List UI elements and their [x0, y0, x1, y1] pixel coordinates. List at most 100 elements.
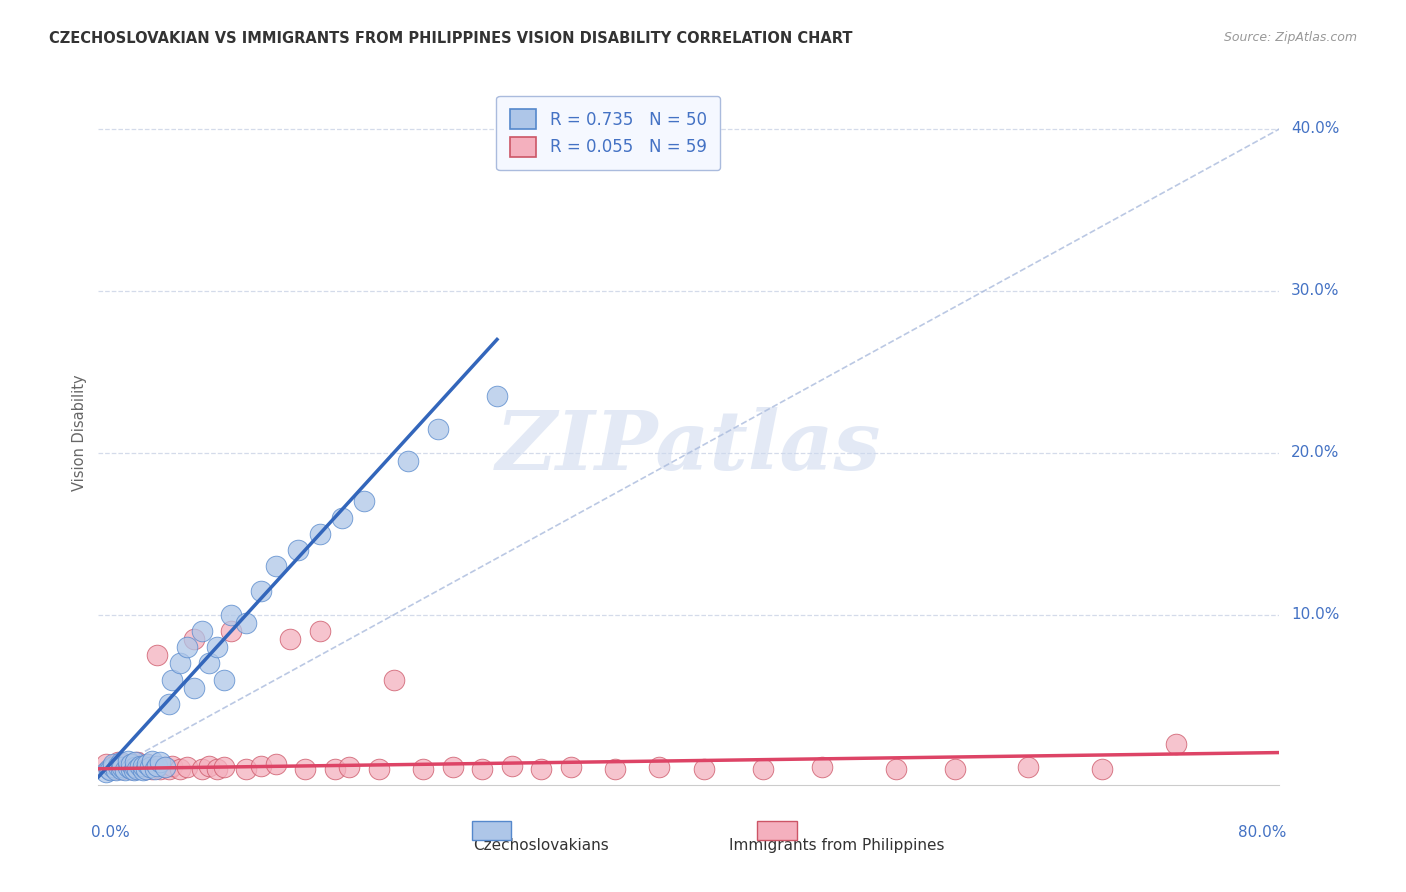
Point [162, 758, 183, 772]
Point [264, 756, 287, 771]
Point [221, 624, 243, 638]
Point [122, 764, 145, 778]
Point [132, 758, 155, 772]
Point [124, 760, 146, 774]
Point [120, 762, 142, 776]
Point [264, 559, 287, 574]
Point [398, 454, 420, 468]
Point [114, 756, 136, 771]
Point [605, 762, 627, 776]
Point [368, 762, 391, 776]
Point [176, 640, 198, 655]
Point [143, 758, 166, 772]
Point [191, 624, 214, 638]
Text: Immigrants from Philippines: Immigrants from Philippines [728, 838, 945, 853]
Point [183, 681, 205, 695]
Point [530, 762, 553, 776]
Point [157, 697, 180, 711]
Point [162, 673, 183, 687]
Point [141, 762, 163, 776]
Point [280, 632, 302, 647]
Point [124, 756, 146, 770]
Point [103, 756, 125, 771]
Point [339, 760, 361, 774]
Point [486, 389, 509, 403]
Point [146, 758, 169, 772]
Point [235, 762, 257, 776]
Point [98, 762, 121, 776]
Point [752, 762, 775, 776]
Point [221, 607, 243, 622]
Text: 20.0%: 20.0% [1291, 445, 1340, 460]
Point [120, 756, 142, 771]
Point [143, 762, 166, 776]
Point [111, 762, 134, 776]
Point [136, 756, 159, 771]
Point [169, 657, 191, 671]
Point [810, 760, 832, 774]
Text: Czechoslovakians: Czechoslovakians [474, 838, 609, 853]
Point [135, 762, 157, 776]
Point [124, 762, 146, 776]
Point [205, 640, 228, 655]
Point [153, 760, 176, 774]
Point [117, 760, 139, 774]
Point [250, 758, 273, 772]
Point [693, 762, 716, 776]
Point [471, 762, 494, 776]
Text: CZECHOSLOVAKIAN VS IMMIGRANTS FROM PHILIPPINES VISION DISABILITY CORRELATION CHA: CZECHOSLOVAKIAN VS IMMIGRANTS FROM PHILI… [49, 31, 852, 46]
Text: 0.0%: 0.0% [91, 825, 129, 840]
Point [157, 762, 180, 776]
Point [169, 762, 191, 776]
Point [648, 760, 671, 774]
Point [111, 760, 134, 774]
Point [120, 762, 142, 776]
Point [427, 421, 450, 435]
Point [560, 760, 582, 774]
Text: Source: ZipAtlas.com: Source: ZipAtlas.com [1223, 31, 1357, 45]
Point [94, 756, 117, 771]
Point [309, 527, 332, 541]
Text: ZIPatlas: ZIPatlas [496, 407, 882, 487]
Point [121, 758, 143, 772]
Point [139, 760, 162, 774]
Point [191, 762, 214, 776]
Point [884, 762, 907, 776]
Point [110, 762, 132, 776]
Point [103, 760, 125, 774]
Point [105, 764, 128, 778]
Point [205, 762, 228, 776]
Point [250, 583, 273, 598]
Point [110, 760, 132, 774]
Point [98, 764, 121, 778]
Point [107, 758, 129, 772]
Point [212, 760, 235, 774]
Point [183, 632, 205, 647]
Point [382, 673, 405, 687]
Point [501, 758, 523, 772]
Text: 80.0%: 80.0% [1239, 825, 1286, 840]
Point [128, 758, 150, 772]
Point [176, 760, 198, 774]
Text: 30.0%: 30.0% [1291, 284, 1340, 299]
Point [149, 756, 172, 770]
Point [235, 615, 257, 630]
Point [132, 758, 155, 772]
Point [103, 758, 125, 772]
Point [198, 758, 221, 772]
Point [107, 756, 129, 770]
Point [125, 762, 148, 776]
Point [1018, 760, 1040, 774]
Point [943, 762, 966, 776]
Legend: R = 0.735   N = 50, R = 0.055   N = 59: R = 0.735 N = 50, R = 0.055 N = 59 [496, 95, 720, 170]
Point [97, 762, 120, 776]
Point [117, 754, 139, 768]
Point [212, 673, 235, 687]
Point [153, 760, 176, 774]
Point [441, 760, 464, 774]
Point [146, 648, 169, 663]
Point [309, 624, 332, 638]
Y-axis label: Vision Disability: Vision Disability [72, 375, 87, 491]
Point [132, 764, 155, 778]
Point [135, 762, 157, 776]
